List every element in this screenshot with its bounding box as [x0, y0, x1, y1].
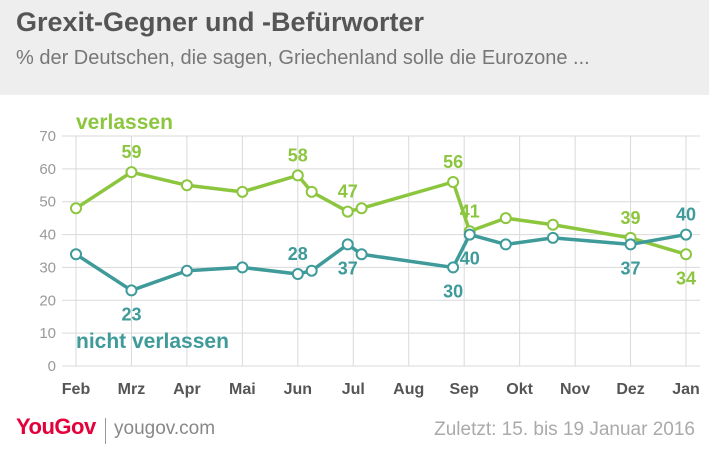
data-label-nicht-verlassen: 37 [621, 258, 641, 278]
x-tick-label: Mrz [118, 381, 146, 398]
data-point-nicht-verlassen [125, 284, 138, 297]
data-label-nicht-verlassen: 40 [676, 205, 696, 225]
y-tick-label: 60 [39, 161, 56, 178]
data-point-nicht-verlassen [341, 238, 354, 251]
x-tick-label: Nov [560, 381, 590, 398]
x-tick-label: Apr [173, 381, 201, 398]
data-point-verlassen [236, 185, 249, 198]
x-tick-label: Mai [229, 381, 256, 398]
data-point-nicht-verlassen [499, 238, 512, 251]
footer-url-link[interactable]: yougov.com [114, 418, 216, 439]
data-label-verlassen: 47 [338, 182, 358, 202]
data-point-nicht-verlassen [291, 268, 304, 280]
yougov-logo[interactable]: YouGov [16, 414, 96, 439]
data-point-nicht-verlassen [680, 228, 692, 241]
footer-divider [105, 418, 106, 444]
chart-subtitle: % der Deutschen, die sagen, Griechenland… [16, 47, 590, 69]
series-line-nicht-verlassen [74, 232, 688, 293]
data-point-nicht-verlassen [447, 261, 460, 274]
y-tick-label: 40 [39, 227, 56, 244]
chart-header: Grexit-Gegner und -Befürworter % der Deu… [0, 0, 709, 95]
data-label-verlassen: 41 [460, 201, 480, 221]
y-tick-label: 20 [39, 292, 56, 309]
data-label-verlassen: 56 [443, 152, 463, 172]
series-line-verlassen [74, 170, 688, 257]
y-tick-label: 50 [39, 194, 56, 211]
data-point-verlassen [546, 218, 559, 231]
x-tick-label: Sep [450, 381, 480, 398]
data-label-nicht-verlassen: 40 [460, 249, 480, 269]
data-label-verlassen: 59 [121, 142, 141, 162]
x-tick-label: Jan [672, 381, 700, 398]
data-point-verlassen [341, 205, 354, 218]
y-tick-label: 0 [48, 358, 56, 375]
data-point-verlassen [355, 202, 368, 215]
data-point-nicht-verlassen [180, 264, 193, 277]
data-point-verlassen [180, 179, 193, 192]
series-name-label-nicht-verlassen: nicht verlassen [76, 330, 229, 353]
y-tick-label: 30 [39, 259, 56, 276]
data-point-verlassen [499, 212, 512, 225]
data-point-verlassen [291, 169, 304, 182]
data-label-verlassen: 34 [676, 268, 696, 288]
series-name-label-verlassen: verlassen [76, 111, 173, 134]
data-point-verlassen [125, 166, 138, 179]
data-label-nicht-verlassen: 37 [338, 258, 358, 278]
x-tick-label: Dez [616, 381, 644, 398]
x-tick-label: Jul [342, 381, 365, 398]
data-label-nicht-verlassen: 28 [288, 244, 308, 264]
data-point-nicht-verlassen [70, 248, 82, 261]
x-tick-label: Feb [62, 381, 91, 398]
data-point-nicht-verlassen [355, 248, 368, 261]
data-label-verlassen: 39 [621, 208, 641, 228]
data-point-verlassen [447, 176, 460, 188]
data-point-verlassen [70, 202, 82, 215]
y-tick-label: 10 [39, 325, 56, 342]
x-tick-label: Okt [506, 381, 533, 398]
data-label-nicht-verlassen: 30 [443, 281, 463, 301]
data-point-verlassen [680, 248, 692, 261]
data-label-verlassen: 58 [288, 145, 308, 165]
data-point-nicht-verlassen [463, 228, 476, 241]
footer-date-note: Zuletzt: 15. bis 19 Januar 2016 [434, 419, 695, 440]
y-tick-label: 70 [39, 128, 56, 145]
chart-title: Grexit-Gegner und -Befürworter [16, 7, 425, 37]
data-point-nicht-verlassen [546, 231, 559, 244]
data-point-nicht-verlassen [305, 264, 318, 277]
data-point-nicht-verlassen [624, 238, 637, 251]
data-label-nicht-verlassen: 23 [121, 304, 141, 324]
x-tick-label: Aug [393, 381, 424, 398]
data-point-nicht-verlassen [236, 261, 249, 274]
data-point-verlassen [305, 185, 318, 198]
x-tick-label: Jun [284, 381, 312, 398]
